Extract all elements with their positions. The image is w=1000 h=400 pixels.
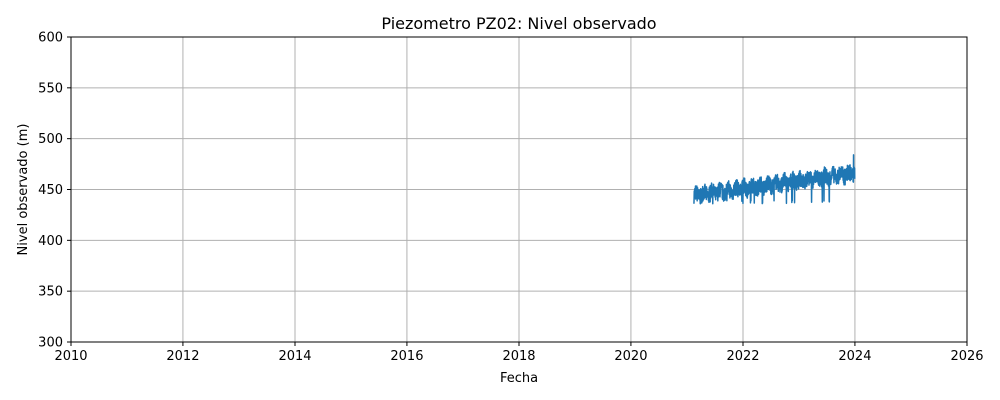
x-tick-label: 2012 — [166, 349, 199, 364]
x-axis-label: Fecha — [500, 371, 538, 386]
series-layer — [693, 154, 856, 205]
x-tick-label: 2020 — [614, 349, 647, 364]
x-tick-label: 2010 — [54, 349, 87, 364]
x-tick-label: 2022 — [726, 349, 759, 364]
x-tick-label: 2014 — [278, 349, 311, 364]
x-axis: 2010 2012 2014 2016 2018 2020 2022 2024 2026 — [54, 342, 984, 364]
x-tick-label: 2026 — [950, 349, 983, 364]
x-tick-label: 2016 — [390, 349, 423, 364]
grid — [70, 36, 968, 343]
y-axis: 300 350 400 450 500 550 600 — [38, 31, 71, 351]
y-tick-label: 300 — [38, 336, 63, 351]
y-tick-label: 500 — [38, 132, 63, 147]
y-tick-label: 350 — [38, 285, 63, 300]
y-tick-label: 550 — [38, 81, 63, 96]
y-tick-label: 600 — [38, 31, 63, 46]
x-tick-label: 2024 — [838, 349, 871, 364]
x-tick-label: 2018 — [502, 349, 535, 364]
series-line — [693, 154, 856, 205]
y-tick-label: 450 — [38, 183, 63, 198]
y-axis-label: Nivel observado (m) — [16, 124, 31, 256]
y-tick-label: 400 — [38, 234, 63, 249]
chart-title: Piezometro PZ02: Nivel observado — [381, 14, 656, 33]
